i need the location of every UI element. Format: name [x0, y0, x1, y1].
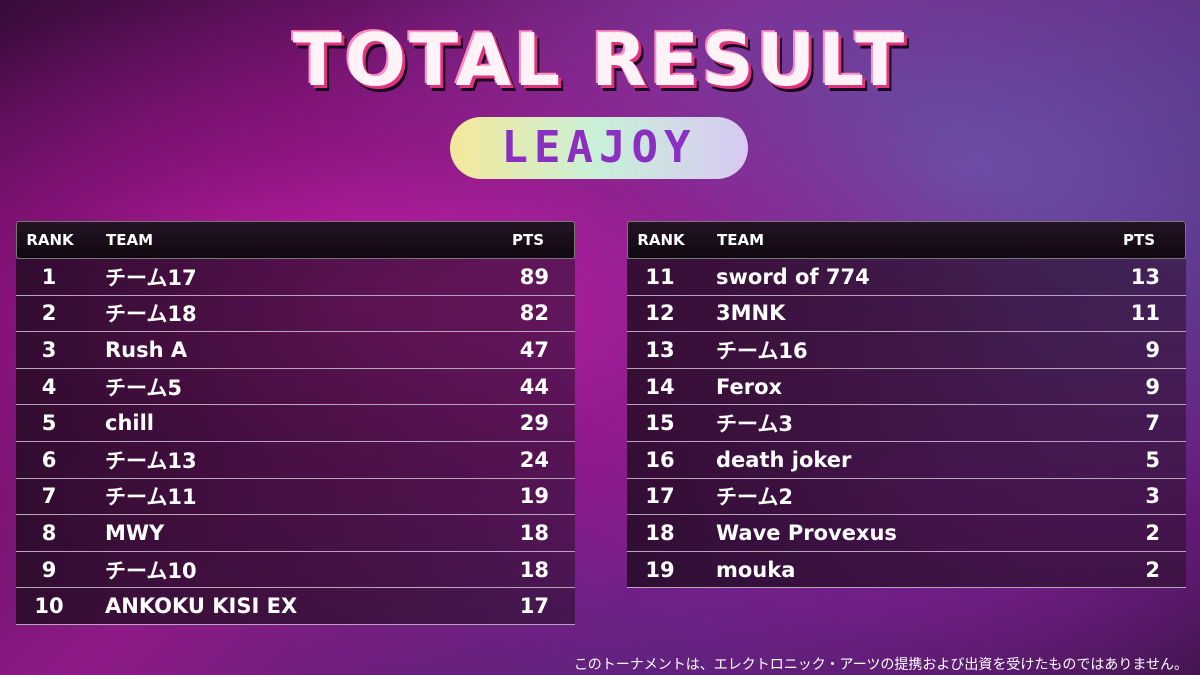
team-name: Ferox	[716, 374, 783, 399]
table-row: 18 Wave Provexus 2	[627, 515, 1186, 552]
points: 44	[519, 374, 549, 399]
points: 19	[519, 484, 549, 509]
table-row: 2 チーム18 82	[16, 295, 575, 333]
team-name: death joker	[716, 447, 852, 472]
team-name: チーム5	[105, 375, 182, 400]
table-row: 15 チーム3 7	[627, 405, 1186, 442]
table-row: 17 チーム2 3	[627, 478, 1186, 516]
team-name: チーム13	[105, 448, 197, 473]
rank: 3	[41, 337, 57, 362]
rank: 13	[645, 337, 675, 362]
column-header: TEAM	[717, 231, 765, 249]
rank: 17	[645, 484, 675, 509]
rank: 19	[645, 557, 675, 582]
team-name: チーム18	[105, 302, 197, 327]
team-name: チーム16	[716, 338, 808, 363]
table-header: RANK TEAM PTS	[16, 221, 575, 259]
table-row: 19 mouka 2	[627, 551, 1186, 589]
rank: 9	[41, 557, 57, 582]
points: 89	[519, 264, 549, 289]
logo: LEAJOY	[450, 117, 748, 179]
team-name: チーム11	[105, 485, 197, 510]
table-row: 6 チーム13 24	[16, 441, 575, 479]
column-header: PTS	[511, 231, 544, 249]
rank: 10	[34, 594, 64, 619]
team-name: チーム10	[105, 558, 197, 583]
points: 13	[1130, 264, 1160, 289]
title: TOTAL RESULT	[292, 18, 908, 102]
points: 17	[519, 594, 549, 619]
rank: 7	[41, 484, 57, 509]
table-row: 11 sword of 774 13	[627, 259, 1186, 296]
rank: 15	[645, 411, 675, 436]
rank: 2	[41, 301, 57, 326]
rank: 6	[41, 447, 57, 472]
footer-note: このトーナメントは、エレクトロニック・アーツの提携および出資を受けたものではあり…	[573, 657, 1188, 673]
points: 11	[1130, 301, 1160, 326]
points: 5	[1145, 447, 1160, 472]
team-name: チーム3	[716, 412, 793, 437]
points: 2	[1145, 557, 1160, 582]
rank: 8	[41, 520, 57, 545]
points: 9	[1145, 337, 1160, 362]
table-row: 5 chill 29	[16, 405, 575, 442]
points: 9	[1145, 374, 1160, 399]
points: 29	[519, 411, 549, 436]
team-name: mouka	[716, 557, 796, 582]
table-row: 9 チーム10 18	[16, 551, 575, 589]
team-name: ANKOKU KISI EX	[105, 594, 298, 619]
table-header: RANK TEAM PTS	[627, 221, 1186, 259]
column-header: TEAM	[106, 231, 154, 249]
team-name: MWY	[105, 520, 165, 545]
rank: 1	[41, 264, 57, 289]
points: 82	[519, 301, 549, 326]
points: 47	[519, 337, 549, 362]
points: 18	[519, 557, 549, 582]
team-name: Wave Provexus	[716, 520, 897, 545]
table-row: 4 チーム5 44	[16, 368, 575, 406]
rank: 11	[645, 264, 675, 289]
rank: 16	[645, 447, 675, 472]
table-row: 1 チーム17 89	[16, 259, 575, 296]
table-row: 7 チーム11 19	[16, 478, 575, 516]
ranking-table: RANK TEAM PTS 1 チーム17 89 2 チーム18 82 3 Rush A 47 4 チーム…	[16, 221, 575, 625]
points: 2	[1145, 520, 1160, 545]
table-row: 16 death joker 5	[627, 441, 1186, 479]
rank: 14	[645, 374, 675, 399]
column-header: RANK	[26, 231, 74, 249]
team-name: 3MNK	[716, 301, 786, 326]
points: 7	[1145, 411, 1160, 436]
team-name: Rush A	[105, 337, 188, 362]
table-row: 12 3MNK 11	[627, 295, 1186, 333]
points: 24	[519, 447, 549, 472]
team-name: sword of 774	[716, 264, 870, 289]
team-name: chill	[105, 411, 154, 436]
points: 3	[1145, 484, 1160, 509]
table-row: 13 チーム16 9	[627, 332, 1186, 369]
table-row: 14 Ferox 9	[627, 368, 1186, 406]
team-name: チーム2	[716, 485, 793, 510]
column-header: PTS	[1122, 231, 1155, 249]
table-row: 3 Rush A 47	[16, 332, 575, 369]
rank: 12	[645, 301, 675, 326]
table-row: 10 ANKOKU KISI EX 17	[16, 588, 575, 625]
column-header: RANK	[637, 231, 685, 249]
rank: 4	[41, 374, 57, 399]
table-row: 8 MWY 18	[16, 515, 575, 552]
rank: 5	[41, 411, 57, 436]
team-name: チーム17	[105, 265, 197, 290]
points: 18	[519, 520, 549, 545]
rank: 18	[645, 520, 675, 545]
ranking-table: RANK TEAM PTS 11 sword of 774 13 12 3MNK 11 13 チーム…	[627, 221, 1186, 589]
